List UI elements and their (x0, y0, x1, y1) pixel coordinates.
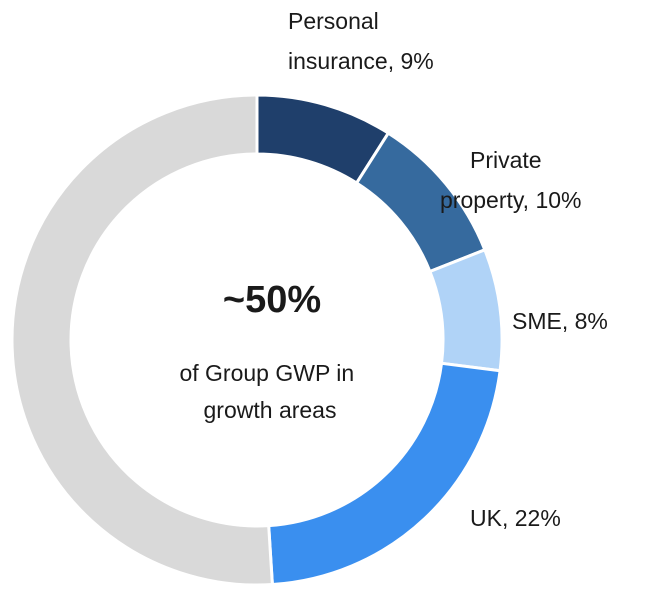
segment-label: SME, 8% (512, 308, 608, 334)
donut-segment (10, 93, 274, 587)
donut-segment (427, 247, 504, 373)
segment-label: Private property, 10% (440, 147, 581, 213)
segment-label: UK, 22% (470, 505, 561, 531)
center-value: ~50% (223, 279, 321, 321)
segment-label: Personal insurance, 9% (288, 8, 434, 74)
center-text: of Group GWP in growth areas (179, 360, 360, 423)
